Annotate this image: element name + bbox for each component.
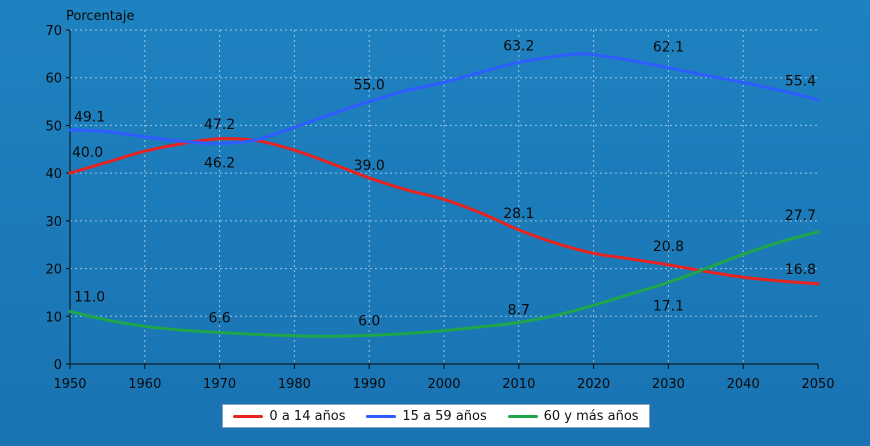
data-label: 11.0 [74, 290, 105, 306]
x-tick-label: 2030 [652, 377, 685, 392]
data-label: 27.7 [785, 208, 816, 224]
y-tick-label: 0 [54, 358, 62, 373]
data-labels: 49.1 40.0 11.0 47.2 46.2 6.6 55.0 39.0 6.0 63.2 28… [72, 38, 816, 329]
legend-item-60-plus: 60 y más años [507, 408, 639, 424]
legend-swatch-red [233, 414, 264, 418]
y-tick-label: 50 [45, 119, 62, 134]
data-label: 40.0 [72, 145, 103, 161]
x-tick-label: 2050 [801, 377, 834, 392]
x-tick-label: 2010 [502, 377, 535, 392]
data-label: 28.1 [503, 206, 534, 222]
y-tick-label: 40 [45, 167, 62, 182]
x-tick-label: 1990 [353, 377, 386, 392]
legend-swatch-green [507, 414, 538, 418]
x-tick-label: 2000 [427, 377, 460, 392]
data-label: 8.7 [508, 302, 530, 318]
y-tick-label: 60 [45, 72, 62, 87]
legend-item-0-14: 0 a 14 años [233, 408, 346, 424]
data-label: 63.2 [503, 38, 534, 54]
x-tick-label: 2040 [727, 377, 760, 392]
data-label: 16.8 [785, 262, 816, 278]
data-label: 39.0 [354, 158, 385, 174]
legend: 0 a 14 años 15 a 59 años 60 y más años [222, 404, 650, 428]
y-tick-label: 20 [45, 263, 62, 278]
grid-lines [70, 29, 818, 364]
x-tick-label: 1950 [53, 377, 86, 392]
series-line-2 [68, 230, 820, 338]
data-label: 49.1 [74, 110, 105, 126]
x-tick-label: 1970 [203, 377, 236, 392]
data-label: 6.6 [208, 311, 230, 327]
legend-item-15-59: 15 a 59 años [366, 408, 487, 424]
data-label: 47.2 [204, 117, 235, 133]
x-tick-label: 1960 [128, 377, 161, 392]
data-label: 55.4 [785, 74, 816, 90]
series-lines [68, 52, 820, 338]
x-tick-label: 2020 [577, 377, 610, 392]
data-label: 46.2 [204, 156, 235, 172]
y-tick-label: 10 [45, 310, 62, 325]
y-axis-label: Porcentaje [66, 9, 134, 24]
data-label: 6.0 [358, 313, 380, 329]
data-label: 55.0 [354, 78, 385, 94]
series-line-1 [68, 52, 820, 146]
legend-label: 15 a 59 años [402, 408, 487, 424]
data-label: 62.1 [653, 40, 684, 56]
legend-label: 0 a 14 años [269, 408, 346, 424]
data-label: 17.1 [653, 298, 684, 314]
legend-label: 60 y más años [543, 408, 639, 424]
x-tick-label: 1980 [278, 377, 311, 392]
y-tick-label: 30 [45, 215, 62, 230]
legend-swatch-blue [366, 414, 397, 418]
data-label: 20.8 [653, 239, 684, 255]
y-tick-label: 70 [45, 24, 62, 39]
